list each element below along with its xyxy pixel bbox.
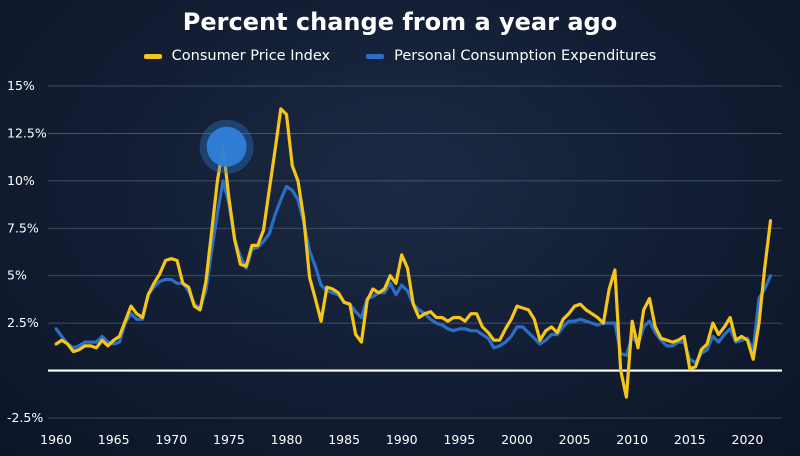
- chart-legend: Consumer Price Index Personal Consumptio…: [0, 48, 800, 64]
- x-tick-label: 2010: [616, 432, 648, 447]
- y-tick-label: 5%: [7, 268, 27, 283]
- legend-swatch-cpi: [143, 53, 162, 59]
- x-tick-label: 1970: [155, 432, 187, 447]
- y-tick-label: -2.5%: [7, 410, 43, 425]
- x-tick-label: 2005: [559, 432, 591, 447]
- y-tick-label: 10%: [7, 173, 35, 188]
- y-tick-label: 2.5%: [7, 315, 39, 330]
- legend-swatch-pce: [366, 53, 385, 59]
- x-tick-label: 1960: [40, 432, 72, 447]
- x-tick-label: 2020: [732, 432, 764, 447]
- series-line-pce: [54, 179, 773, 365]
- x-tick-label: 1990: [386, 432, 418, 447]
- legend-item-pce: Personal Consumption Expenditures: [366, 48, 656, 64]
- x-tick-label: 1965: [98, 432, 130, 447]
- legend-item-cpi: Consumer Price Index: [143, 48, 331, 64]
- legend-label-cpi: Consumer Price Index: [171, 48, 331, 64]
- highlight-dot: [206, 126, 247, 167]
- x-tick-label: 1975: [213, 432, 245, 447]
- legend-label-pce: Personal Consumption Expenditures: [394, 48, 657, 64]
- x-tick-label: 2015: [674, 432, 706, 447]
- y-tick-label: 15%: [7, 78, 35, 93]
- x-tick-label: 1985: [328, 432, 360, 447]
- y-tick-label: 12.5%: [7, 125, 47, 140]
- x-tick-label: 2000: [501, 432, 533, 447]
- chart-title: Percent change from a year ago: [182, 8, 618, 36]
- y-tick-label: 7.5%: [7, 220, 39, 235]
- x-tick-label: 1995: [443, 432, 475, 447]
- x-tick-label: 1980: [271, 432, 303, 447]
- series-line-cpi: [54, 107, 773, 399]
